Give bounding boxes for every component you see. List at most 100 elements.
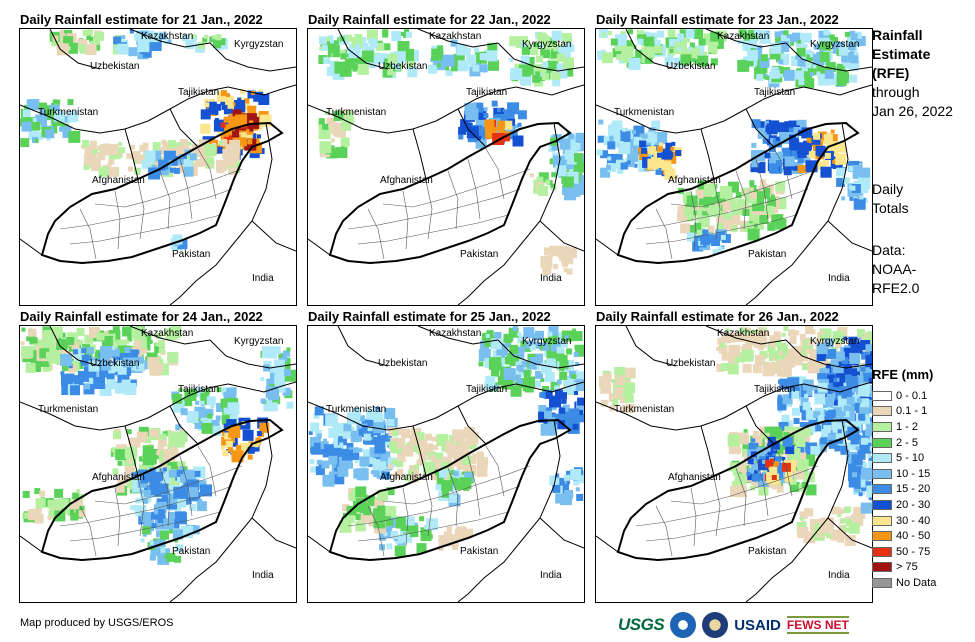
province-boundary xyxy=(347,485,521,527)
rainfall-cell xyxy=(803,156,811,164)
rainfall-cell xyxy=(359,415,365,422)
rainfall-cell xyxy=(209,36,216,43)
sidebar-date: Jan 26, 2022 xyxy=(872,103,953,119)
rainfall-cell xyxy=(402,445,414,457)
rainfall-cell xyxy=(73,349,78,355)
map-22jan: Kazakhstan Kyrgyzstan Uzbekistan Tajikistan… xyxy=(307,28,585,306)
rainfall-cell xyxy=(341,449,353,461)
rainfall-cell xyxy=(220,139,228,147)
rainfall-cell xyxy=(113,431,121,440)
country-label-kazakhstan: Kazakhstan xyxy=(141,31,194,42)
rainfall-cell xyxy=(827,409,836,418)
rainfall-cell xyxy=(124,383,137,395)
rainfall-cell xyxy=(600,150,609,159)
rainfall-cell xyxy=(563,268,568,273)
rainfall-cell xyxy=(836,507,842,512)
rainfall-cell xyxy=(864,477,869,481)
rainfall-cell xyxy=(282,387,291,396)
province-boundary xyxy=(755,455,769,517)
rainfall-cell xyxy=(318,127,331,140)
noaa-logo xyxy=(670,612,697,638)
rainfall-cell xyxy=(49,351,62,364)
rainfall-cell xyxy=(564,335,569,340)
rainfall-cell xyxy=(486,330,494,338)
rainfall-cell xyxy=(641,46,653,58)
rainfall-cell xyxy=(490,338,502,350)
rainfall-cell xyxy=(753,37,758,41)
province-boundary xyxy=(79,208,97,260)
rainfall-cell xyxy=(623,377,631,386)
country-boundary xyxy=(417,326,499,345)
rainfall-cell xyxy=(140,512,151,522)
rainfall-cell xyxy=(325,414,338,427)
rainfall-cell xyxy=(340,53,347,60)
rainfall-cells xyxy=(20,29,272,251)
rainfall-cell xyxy=(556,346,564,354)
rainfall-cell xyxy=(520,42,527,49)
rainfall-cell xyxy=(834,341,842,349)
province-boundary xyxy=(713,180,721,240)
rainfall-cell xyxy=(128,438,136,446)
rainfall-cell xyxy=(496,113,508,125)
rainfall-cell xyxy=(703,183,716,196)
rainfall-cell xyxy=(278,352,288,362)
rainfall-cells xyxy=(20,326,296,565)
rainfall-cell xyxy=(345,111,354,120)
rainfall-cell xyxy=(96,332,105,341)
rainfall-cell xyxy=(731,204,743,216)
rainfall-cell xyxy=(573,143,581,150)
rainfall-cell xyxy=(67,99,74,106)
rainfall-cell xyxy=(668,30,676,38)
rainfall-cell xyxy=(172,529,183,540)
rainfall-cell xyxy=(142,445,154,457)
rainfall-cell xyxy=(494,331,502,339)
rainfall-cell xyxy=(823,397,834,409)
rainfall-cell xyxy=(761,432,768,439)
rainfall-cell xyxy=(142,48,152,58)
rainfall-cell xyxy=(741,448,746,453)
rainfall-cell xyxy=(203,162,208,167)
rainfall-cell xyxy=(772,462,784,474)
rainfall-cell xyxy=(857,449,866,458)
rainfall-cell xyxy=(387,53,398,64)
country-label-pakistan: Pakistan xyxy=(172,249,211,260)
rainfall-cell xyxy=(613,154,623,164)
rainfall-cell xyxy=(151,523,157,529)
rainfall-cell xyxy=(211,425,222,436)
rainfall-cell xyxy=(187,141,192,146)
rainfall-cell xyxy=(62,129,72,138)
rainfall-cell xyxy=(751,119,761,129)
rainfall-cell xyxy=(824,338,834,348)
rainfall-cell xyxy=(540,423,553,436)
country-boundary xyxy=(209,42,296,72)
rainfall-cell xyxy=(313,412,320,419)
legend-label: 30 - 40 xyxy=(896,514,931,527)
rainfall-cell xyxy=(768,163,779,174)
rainfall-cell xyxy=(355,486,367,498)
rainfall-cell xyxy=(379,461,388,470)
rainfall-cell xyxy=(833,378,838,383)
rainfall-cell xyxy=(677,47,682,52)
rainfall-cell xyxy=(747,458,754,465)
rainfall-cell xyxy=(183,166,194,177)
rainfall-cell xyxy=(143,498,148,504)
country-boundary xyxy=(412,128,427,180)
province-boundary xyxy=(347,188,521,230)
rainfall-cell xyxy=(83,163,90,170)
rainfall-cell xyxy=(509,344,519,354)
country-label-pakistan: Pakistan xyxy=(172,546,211,557)
rainfall-cell xyxy=(365,498,370,502)
rainfall-cell xyxy=(142,526,151,535)
rainfall-cell xyxy=(777,122,788,133)
rainfall-cell xyxy=(565,479,571,485)
country-boundary xyxy=(417,29,499,48)
rainfall-cell xyxy=(851,454,863,466)
country-label-turkmenistan: Turkmenistan xyxy=(326,404,387,415)
rainfall-cell xyxy=(840,530,845,534)
rainfall-cell xyxy=(866,485,872,498)
rainfall-cell xyxy=(146,428,153,435)
rainfall-cell xyxy=(405,31,412,38)
country-boundary xyxy=(308,535,331,553)
rainfall-cell xyxy=(847,442,856,451)
rainfall-cell xyxy=(373,422,385,434)
